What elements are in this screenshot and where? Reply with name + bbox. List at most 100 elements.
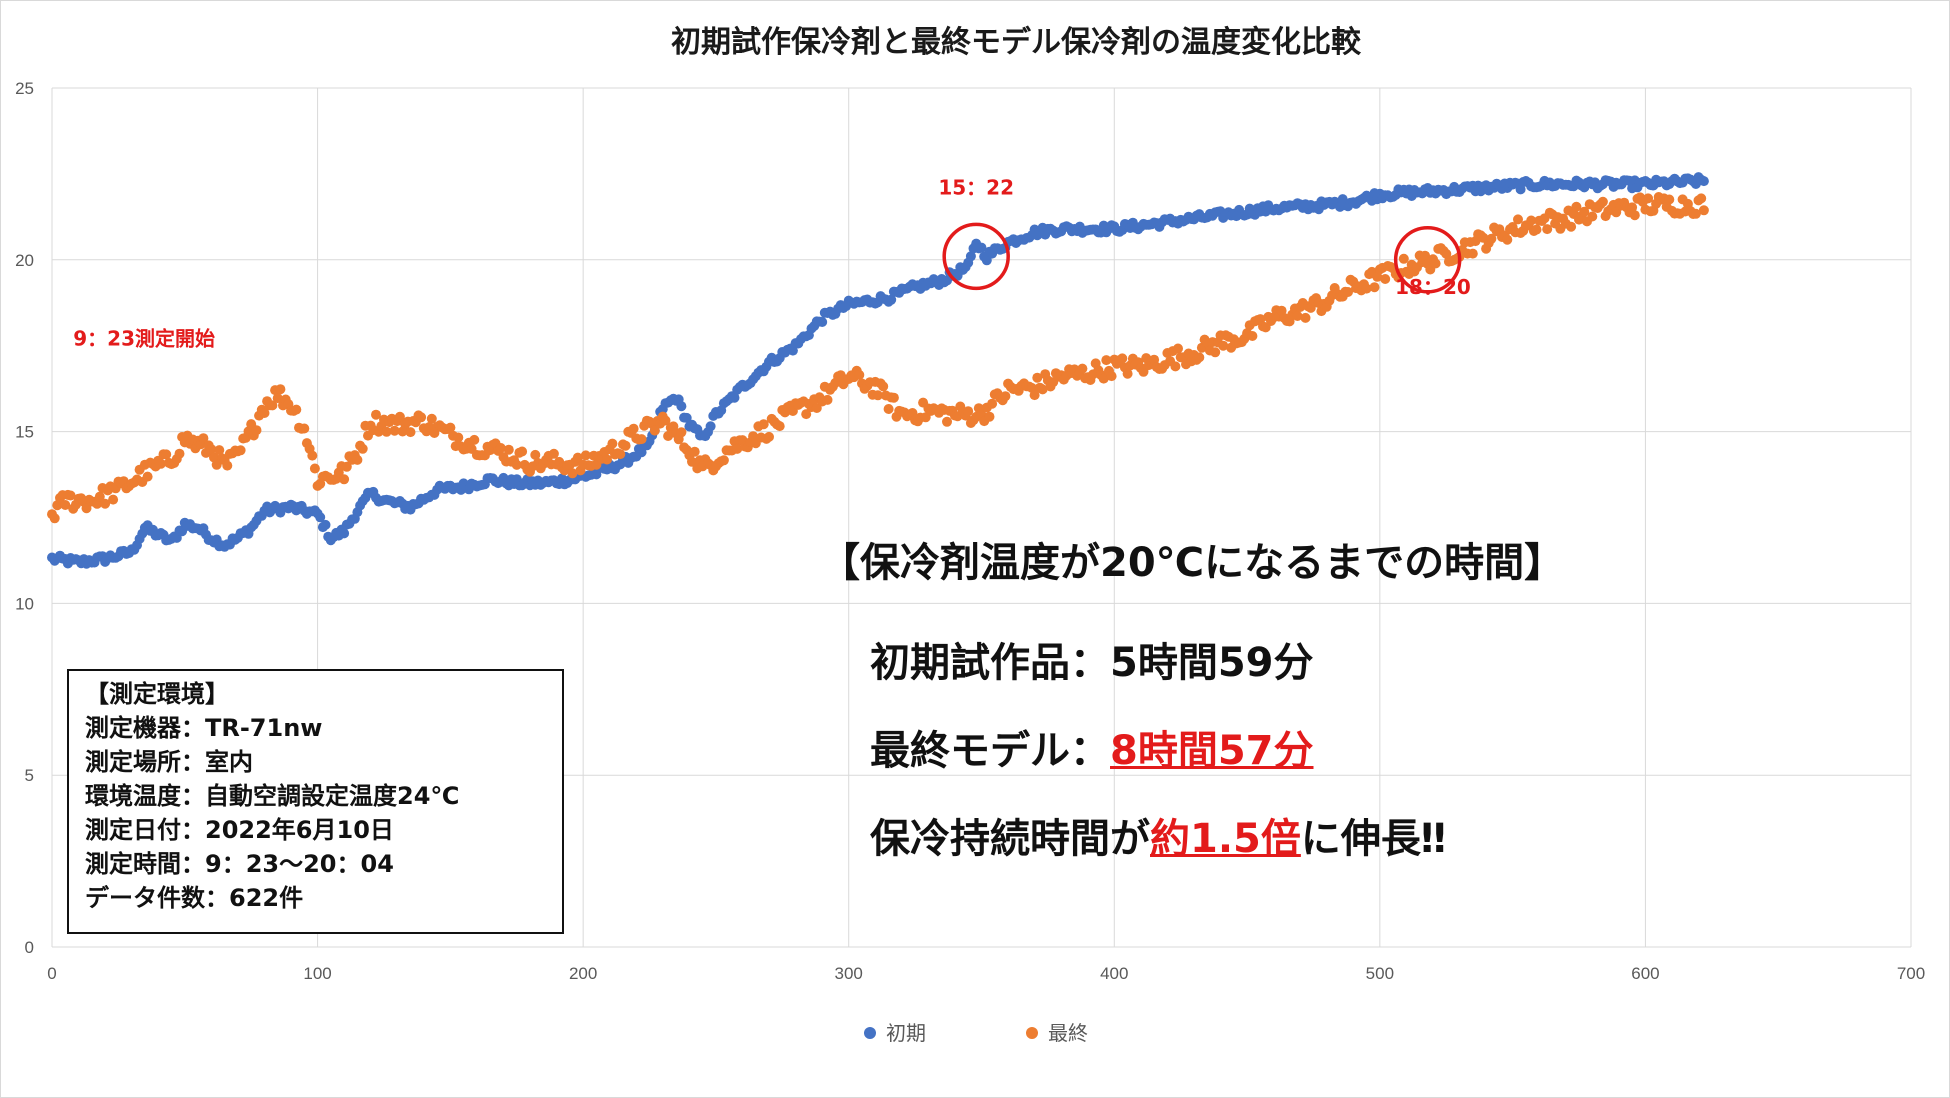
highlight-circle: [1393, 226, 1462, 294]
data-point: [676, 427, 687, 438]
data-point: [371, 409, 381, 420]
summary-final-label: 最終モデル：: [870, 728, 1110, 774]
data-point: [580, 450, 591, 461]
env-line: 環境温度：自動空調設定温度24℃: [85, 782, 460, 810]
data-point: [339, 474, 350, 485]
data-point: [495, 443, 506, 453]
data-point: [1305, 302, 1316, 313]
data-point: [628, 423, 639, 434]
data-point: [267, 400, 278, 411]
data-point: [389, 425, 400, 436]
data-point: [676, 401, 687, 412]
data-point: [315, 512, 326, 523]
data-point: [572, 452, 583, 463]
y-tick-label: 5: [25, 766, 34, 785]
summary-final-value: 8時間57分: [1110, 728, 1314, 774]
x-tick-label: 400: [1100, 964, 1128, 983]
env-line: 【測定環境】: [85, 680, 229, 708]
data-point: [987, 398, 998, 409]
chart-title: 初期試作保冷剤と最終モデル保冷剤の温度変化比較: [671, 25, 1362, 60]
summary-ratio-value: 約1.5倍: [1150, 816, 1301, 862]
data-point: [1502, 234, 1513, 245]
data-point: [1210, 347, 1221, 358]
data-point: [426, 413, 437, 424]
data-point: [1117, 353, 1128, 364]
data-point: [291, 404, 302, 415]
data-point: [1542, 224, 1553, 235]
y-tick-label: 0: [25, 938, 34, 957]
data-point: [1398, 253, 1409, 264]
data-point: [886, 294, 897, 305]
data-point: [1420, 250, 1430, 261]
data-point: [817, 317, 828, 327]
data-point: [100, 498, 111, 509]
data-point: [1292, 311, 1303, 321]
legend-marker: [864, 1027, 876, 1039]
data-point: [1369, 282, 1380, 293]
data-point: [602, 454, 612, 465]
summary-ratio-prefix: 保冷持続時間が: [870, 816, 1150, 862]
legend: 初期 最終: [864, 1021, 1088, 1045]
data-point: [1467, 248, 1478, 259]
data-point: [636, 434, 647, 445]
legend-marker: [1026, 1027, 1038, 1039]
data-point: [275, 384, 286, 395]
data-point: [65, 490, 76, 501]
x-tick-label: 600: [1631, 964, 1659, 983]
data-point: [1361, 283, 1372, 294]
data-point: [764, 431, 774, 442]
data-point: [1643, 193, 1654, 204]
data-point: [1077, 363, 1088, 374]
y-tick-label: 15: [15, 423, 34, 442]
data-point: [214, 445, 225, 456]
data-point: [517, 446, 528, 457]
data-point: [663, 431, 674, 441]
data-point: [1629, 210, 1640, 221]
data-point: [1690, 208, 1701, 219]
data-point: [94, 491, 105, 502]
data-point: [1000, 391, 1011, 402]
series-initial: [47, 172, 1709, 569]
data-point: [320, 519, 331, 530]
summary-ratio-suffix: に伸長‼: [1300, 816, 1446, 862]
data-point: [235, 445, 246, 456]
env-line: 測定日付：2022年6月10日: [85, 816, 394, 844]
y-tick-label: 10: [15, 594, 34, 613]
data-point: [976, 242, 987, 253]
data-point: [206, 444, 217, 455]
data-point: [352, 454, 363, 465]
data-point: [689, 446, 700, 457]
data-point: [1098, 373, 1109, 384]
data-point: [49, 513, 60, 524]
data-point: [872, 390, 883, 401]
data-point: [155, 458, 166, 469]
data-point: [822, 394, 833, 405]
annotation-label: 18：20: [1395, 275, 1471, 299]
data-point: [1138, 366, 1149, 377]
highlight-circle: [942, 222, 1010, 291]
data-point: [1526, 215, 1537, 226]
data-point: [381, 426, 392, 437]
data-point: [309, 463, 320, 474]
data-point: [1531, 224, 1542, 235]
data-point: [1170, 361, 1181, 372]
data-point: [339, 528, 350, 539]
data-point: [607, 438, 618, 449]
env-line: 測定機器：TR-71nw: [85, 714, 323, 742]
data-point: [1696, 193, 1707, 204]
data-point: [1579, 206, 1590, 217]
data-point: [1122, 368, 1133, 379]
x-tick-label: 0: [47, 964, 56, 983]
data-point: [394, 411, 405, 422]
data-point: [416, 412, 427, 423]
data-point: [567, 468, 578, 479]
data-point: [453, 432, 464, 443]
x-tick-label: 100: [303, 964, 331, 983]
summary-line-initial: 初期試作品：5時間59分: [870, 640, 1314, 686]
data-point: [503, 444, 514, 455]
data-point: [1032, 372, 1043, 383]
data-point: [1194, 352, 1205, 363]
x-tick-label: 200: [569, 964, 597, 983]
summary-line-final: 最終モデル：8時間57分: [870, 718, 1314, 776]
env-line: データ件数：622件: [85, 884, 304, 912]
